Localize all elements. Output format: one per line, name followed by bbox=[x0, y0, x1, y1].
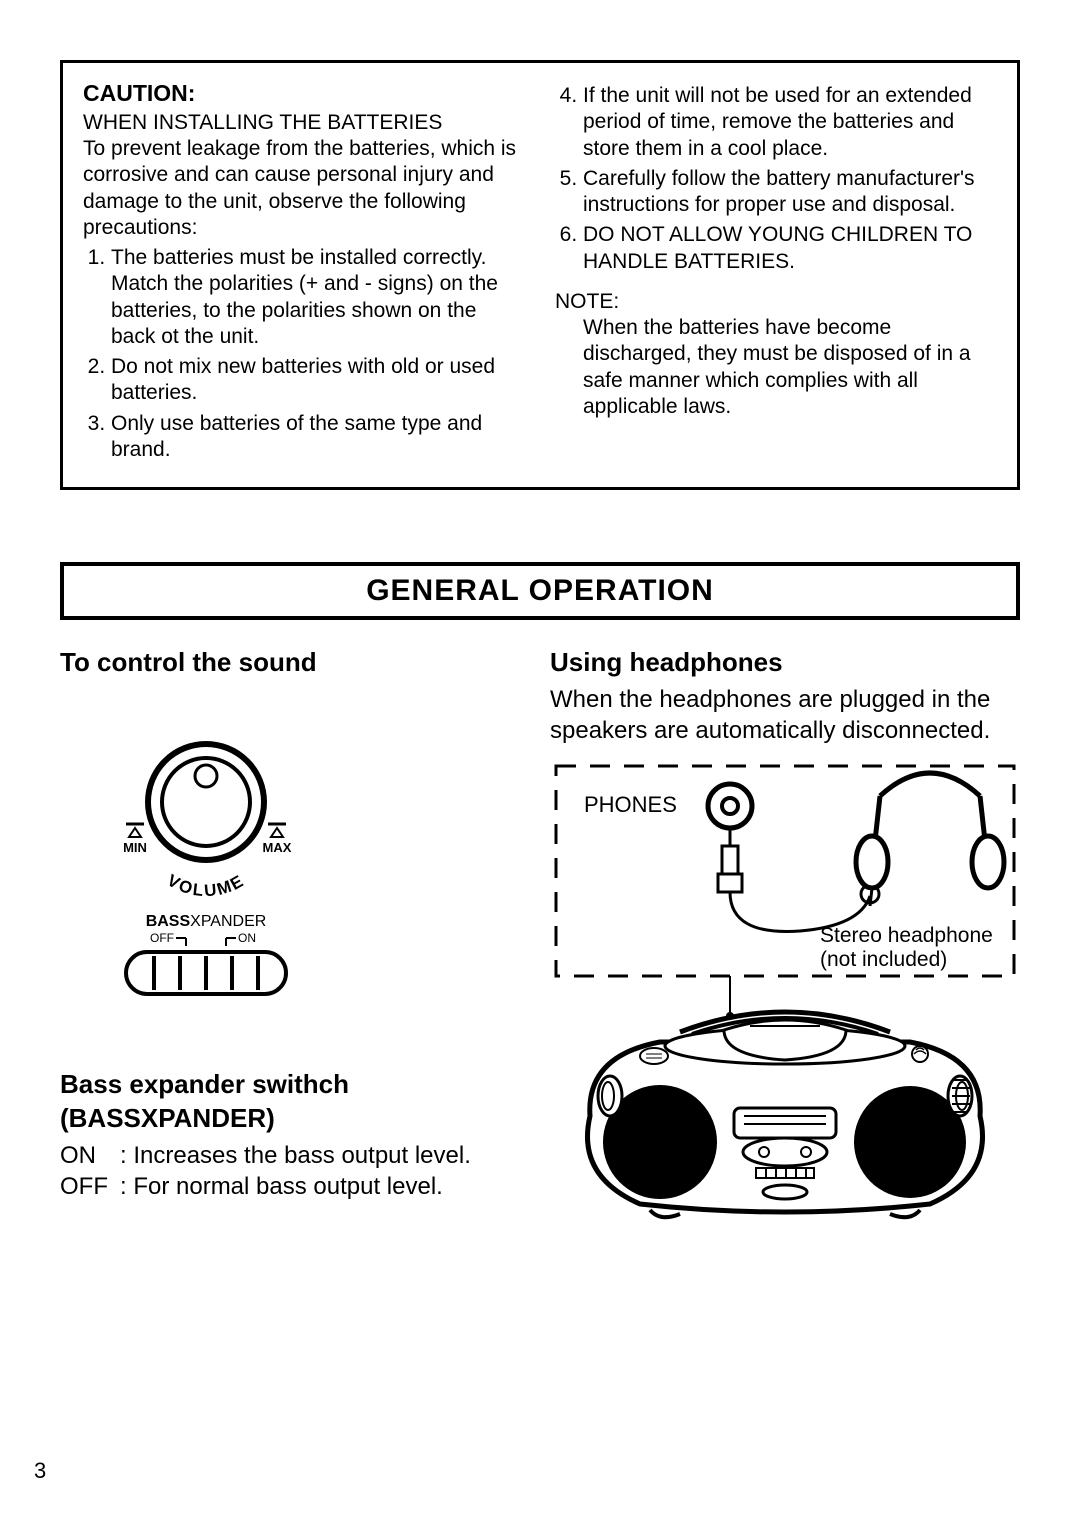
caution-item-2: Do not mix new batteries with old or use… bbox=[111, 354, 525, 407]
bass-off-key: OFF bbox=[60, 1171, 120, 1202]
caution-item-4: If the unit will not be used for an exte… bbox=[583, 83, 997, 162]
caution-box: CAUTION: WHEN INSTALLING THE BATTERIES T… bbox=[60, 60, 1020, 490]
bass-bold: BASS bbox=[146, 913, 191, 930]
caution-intro: To prevent leakage from the batteries, w… bbox=[83, 136, 525, 241]
caution-list-left: The batteries must be installed correctl… bbox=[83, 245, 525, 463]
left-column: To control the sound MIN MAX bbox=[60, 646, 516, 1244]
bass-list: ON : Increases the bass output level. OF… bbox=[60, 1140, 516, 1202]
page-number: 3 bbox=[34, 1458, 46, 1484]
note-body: When the batteries have become discharge… bbox=[555, 315, 997, 420]
headphones-heading: Using headphones bbox=[550, 646, 1020, 680]
note-heading: NOTE: bbox=[555, 289, 997, 315]
caution-list-right: If the unit will not be used for an exte… bbox=[555, 83, 997, 275]
section-title: GENERAL OPERATION bbox=[60, 562, 1020, 620]
svg-text:BASSXPANDER: BASSXPANDER bbox=[146, 913, 267, 930]
caution-title: CAUTION: bbox=[83, 79, 525, 108]
bass-rest: XPANDER bbox=[190, 913, 266, 930]
bass-heading: Bass expander swithch (BASSXPANDER) bbox=[60, 1068, 516, 1136]
bass-on-text: : Increases the bass output level. bbox=[120, 1140, 516, 1171]
bass-on-key: ON bbox=[60, 1140, 120, 1171]
caution-right-col: If the unit will not be used for an exte… bbox=[555, 79, 997, 467]
volume-diagram: MIN MAX VOLUME BASSXPANDER OFF bbox=[86, 724, 516, 1032]
headphone-caption1: Stereo headphone bbox=[820, 924, 993, 947]
headphones-diagram: PHONES bbox=[550, 756, 1020, 1244]
caution-item-6: DO NOT ALLOW YOUNG CHILDREN TO HANDLE BA… bbox=[583, 222, 997, 275]
phones-label: PHONES bbox=[584, 792, 677, 817]
right-column: Using headphones When the headphones are… bbox=[550, 646, 1020, 1244]
volume-label: VOLUME bbox=[164, 871, 248, 901]
caution-subtitle: WHEN INSTALLING THE BATTERIES bbox=[83, 110, 525, 136]
sound-heading: To control the sound bbox=[60, 646, 516, 680]
caution-item-1: The batteries must be installed correctl… bbox=[111, 245, 525, 350]
caution-item-5: Carefully follow the battery manufacture… bbox=[583, 166, 997, 219]
headphones-intro: When the headphones are plugged in the s… bbox=[550, 684, 1020, 746]
caution-left-col: CAUTION: WHEN INSTALLING THE BATTERIES T… bbox=[83, 79, 525, 467]
knob-min-label: MIN bbox=[123, 840, 147, 855]
headphone-caption2: (not included) bbox=[820, 948, 947, 971]
bass-off-text: : For normal bass output level. bbox=[120, 1171, 516, 1202]
caution-item-3: Only use batteries of the same type and … bbox=[111, 411, 525, 464]
bass-off-label: OFF bbox=[150, 931, 174, 945]
svg-text:VOLUME: VOLUME bbox=[164, 871, 248, 901]
bass-on-label: ON bbox=[238, 931, 256, 945]
knob-max-label: MAX bbox=[263, 840, 292, 855]
